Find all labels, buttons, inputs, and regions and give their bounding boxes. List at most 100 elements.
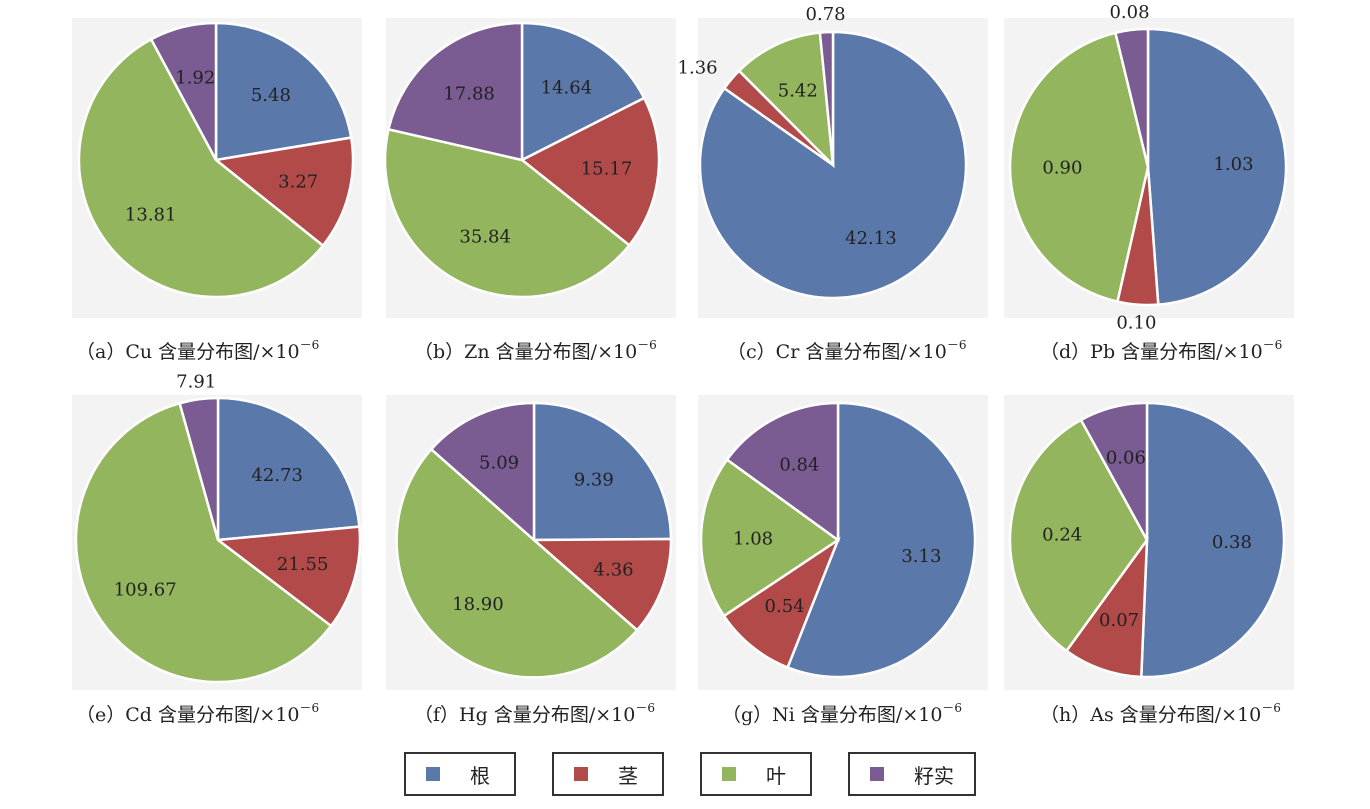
- slice-label-stem: 21.55: [277, 554, 329, 575]
- legend-item-stem: 茎: [552, 752, 664, 796]
- caption-element: Pb: [1090, 341, 1116, 363]
- slice-label-stem: 4.36: [594, 560, 634, 581]
- pie-slice-leaf: [1008, 31, 1150, 304]
- pie-slice-seed: [818, 30, 835, 166]
- pie-slice-stem: [1064, 535, 1149, 679]
- slice-label-stem: 0.54: [765, 596, 805, 617]
- pie-slice-seed: [149, 21, 218, 161]
- pie-slice-root: [1146, 27, 1288, 306]
- slice-label-leaf: 109.67: [114, 580, 177, 601]
- pie-slice-leaf: [383, 127, 632, 299]
- caption-element: Zn: [464, 341, 490, 363]
- slice-label-stem: 0.07: [1099, 610, 1139, 631]
- pie-slice-root: [532, 401, 673, 542]
- pie-slice-seed: [429, 401, 536, 543]
- caption-exponent: －6: [299, 337, 320, 352]
- pie-slice-stem: [214, 525, 362, 628]
- chart-caption-as: （h）As 含量分布图/×10－6: [1040, 700, 1281, 727]
- slice-label-stem: 15.17: [581, 159, 633, 180]
- slice-label-stem: 0.10: [1116, 313, 1156, 334]
- slice-label-seed: 17.88: [443, 84, 495, 105]
- caption-element: Cd: [125, 704, 152, 726]
- pie-slice-seed: [725, 401, 840, 543]
- slice-label-root: 0.38: [1212, 532, 1252, 553]
- caption-element: Cu: [125, 341, 153, 363]
- pie-slice-root: [785, 401, 977, 679]
- slice-label-leaf: 0.24: [1042, 525, 1082, 546]
- caption-text: 含量分布图/×10: [794, 704, 943, 726]
- slice-label-seed: 0.84: [779, 454, 819, 475]
- caption-element: Cr: [775, 341, 800, 363]
- chart-caption-cd: （e）Cd 含量分布图/×10－6: [76, 700, 319, 727]
- chart-caption-cr: （c）Cr 含量分布图/×10－6: [727, 337, 966, 364]
- pie-slice-root: [1139, 401, 1286, 679]
- caption-prefix: （c）: [727, 341, 776, 363]
- caption-text: 含量分布图/×10: [489, 341, 638, 363]
- caption-text: 含量分布图/×10: [152, 341, 300, 363]
- pie-slice-seed: [178, 396, 220, 541]
- pie-slice-root: [216, 396, 361, 542]
- slice-label-leaf: 5.42: [778, 80, 818, 101]
- pie-slice-root: [214, 21, 353, 162]
- chart-caption-zn: （b）Zn 含量分布图/×10－6: [414, 337, 657, 364]
- chart-caption-ni: （g）Ni 含量分布图/×10－6: [722, 700, 962, 727]
- slice-label-stem: 3.27: [278, 172, 318, 193]
- slice-label-root: 9.39: [574, 470, 614, 491]
- caption-exponent: －6: [637, 337, 657, 352]
- pie-slice-leaf: [395, 447, 639, 679]
- slice-label-stem: 1.36: [678, 58, 718, 79]
- pie-slice-root: [520, 21, 646, 163]
- legend-item-seed: 籽实: [848, 752, 976, 796]
- slice-label-seed: 0.78: [806, 4, 846, 25]
- caption-exponent: －6: [1262, 337, 1283, 352]
- pie-slice-seed: [1079, 401, 1149, 541]
- slice-label-leaf: 18.90: [452, 594, 504, 615]
- slice-label-leaf: 0.90: [1042, 158, 1082, 179]
- legend-item-root: 根: [404, 752, 516, 796]
- legend-swatch-leaf: [722, 767, 736, 781]
- slice-label-root: 42.73: [251, 465, 303, 486]
- legend-label-root: 根: [470, 763, 490, 788]
- caption-prefix: （e）: [76, 704, 126, 726]
- slice-label-seed: 0.08: [1109, 2, 1149, 23]
- caption-prefix: （b）: [414, 341, 465, 363]
- caption-element: As: [1090, 704, 1114, 726]
- legend: 根 茎 叶 籽实: [404, 752, 1012, 796]
- pie-slice-stem: [519, 96, 661, 247]
- slice-label-leaf: 13.81: [125, 204, 177, 225]
- caption-prefix: （g）: [722, 704, 773, 726]
- pie-slice-stem: [213, 136, 355, 248]
- legend-swatch-stem: [574, 767, 588, 781]
- caption-text: 含量分布图/×10: [1115, 341, 1263, 363]
- pie-slice-leaf: [77, 37, 325, 299]
- pie-slice-leaf: [737, 31, 835, 169]
- legend-label-stem: 茎: [618, 763, 638, 788]
- legend-swatch-root: [426, 767, 440, 781]
- pie-slice-seed: [386, 21, 524, 162]
- legend-item-leaf: 叶: [700, 752, 812, 796]
- caption-prefix: （f）: [414, 704, 460, 726]
- slice-label-root: 14.64: [541, 78, 593, 99]
- caption-prefix: （h）: [1040, 704, 1091, 726]
- caption-element: Hg: [459, 704, 488, 726]
- caption-exponent: －6: [635, 700, 655, 715]
- slice-label-seed: 1.92: [175, 68, 215, 89]
- slice-label-leaf: 35.84: [459, 227, 511, 248]
- slice-label-seed: 7.91: [176, 372, 216, 393]
- pie-slice-leaf: [1008, 418, 1149, 653]
- pie-slice-leaf: [74, 401, 333, 684]
- legend-label-leaf: 叶: [766, 763, 786, 788]
- slice-label-root: 5.48: [251, 85, 291, 106]
- slice-label-seed: 0.06: [1106, 448, 1146, 469]
- pie-slice-leaf: [699, 457, 841, 618]
- slice-label-leaf: 1.08: [733, 528, 773, 549]
- pie-slice-stem: [722, 536, 841, 670]
- caption-exponent: －6: [946, 337, 967, 352]
- caption-exponent: －6: [1261, 700, 1281, 715]
